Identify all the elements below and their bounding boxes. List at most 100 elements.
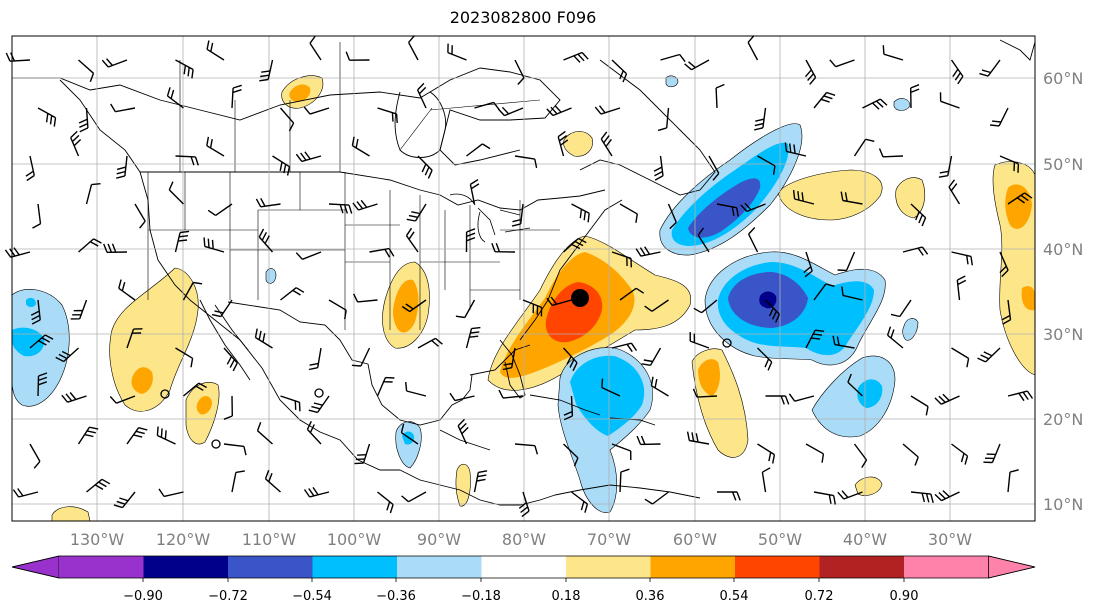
- wind-barb: [693, 299, 718, 314]
- wind-barb: [497, 106, 524, 117]
- us-mexico-border: [227, 301, 369, 365]
- wind-barb: [61, 392, 87, 403]
- lon-label: 50°W: [758, 530, 802, 549]
- wind-barb: [211, 299, 233, 318]
- colorbar-ticks: [142, 578, 905, 582]
- positive-anomaly-small2: [854, 476, 883, 496]
- calm-marker: [211, 439, 221, 449]
- wind-barb: [30, 299, 41, 325]
- wind-barb: [498, 389, 524, 399]
- wind-barb: [407, 35, 419, 61]
- wind-barb: [116, 155, 128, 179]
- map-panel: [4, 35, 1036, 522]
- negative-anomaly-pacific-mid: [12, 327, 45, 357]
- negative-anomaly-small4: [902, 318, 919, 341]
- wind-barb: [837, 490, 863, 500]
- wind-barb: [254, 328, 273, 349]
- positive-anomaly-eastedge-mid2: [1021, 286, 1035, 311]
- wind-barb: [514, 59, 525, 85]
- colorbar-segment: [819, 556, 905, 578]
- colorbar-segment: [59, 556, 144, 578]
- wind-barb: [805, 443, 825, 463]
- wind-barb: [401, 491, 427, 503]
- wind-barb: [910, 84, 920, 109]
- wind-barb: [611, 443, 632, 461]
- wind-barb: [272, 155, 291, 176]
- calm-markers: [160, 338, 732, 449]
- wind-barb: [977, 347, 1001, 363]
- wind-barb: [223, 395, 233, 420]
- wind-barb: [231, 470, 245, 493]
- lat-label: 30°N: [1043, 325, 1083, 344]
- wind-barb: [882, 45, 904, 61]
- negative-anomaly-tropical-atlantic: [811, 355, 896, 438]
- lon-label: 110°W: [242, 530, 297, 549]
- colorbar-tick-labels: −0.90 −0.72 −0.54 −0.36 −0.18 0.18 0.36 …: [123, 589, 918, 604]
- wind-barb: [832, 335, 855, 349]
- wind-barb: [788, 393, 815, 402]
- negative-anomaly-small2: [265, 268, 277, 284]
- wind-barb: [417, 155, 433, 179]
- wind-barb: [280, 287, 305, 301]
- wind-barb: [716, 203, 739, 217]
- wind-barb: [354, 443, 371, 465]
- colorbar-tick-label: 0.36: [636, 589, 665, 604]
- wind-barb: [813, 283, 835, 301]
- colorbar-frame: [11, 555, 1036, 579]
- wind-barb: [948, 179, 961, 205]
- lon-label: 40°W: [843, 530, 887, 549]
- wind-barb: [207, 203, 233, 216]
- wind-barb: [465, 228, 476, 253]
- wind-barb: [557, 130, 569, 157]
- colorbar-tick-label: −0.54: [292, 589, 332, 604]
- colorbar-segment: [397, 556, 482, 578]
- positive-anomaly-gulf-mid: [392, 279, 419, 333]
- wind-barb: [203, 237, 225, 253]
- wind-barb: [303, 106, 330, 115]
- wind-barb: [280, 395, 301, 412]
- wind-barb: [113, 491, 136, 509]
- wind-barb: [562, 347, 578, 372]
- wind-barb: [328, 203, 353, 214]
- wind-barb: [37, 107, 57, 127]
- wind-barb: [601, 378, 621, 397]
- wind-barb: [747, 227, 759, 253]
- wind-barb: [206, 136, 225, 157]
- wind-barb: [600, 131, 613, 157]
- wind-barb: [657, 107, 670, 132]
- wind-barb: [258, 228, 274, 253]
- wind-barb: [308, 347, 322, 371]
- wind-barb: [400, 423, 419, 445]
- wind-barb: [636, 435, 661, 446]
- wind-barb: [692, 388, 718, 398]
- gulf-coastline: [367, 344, 531, 426]
- wind-barb: [644, 491, 669, 505]
- negative-anomaly-pacific-mid2: [26, 297, 36, 307]
- wind-barb: [910, 491, 934, 503]
- wind-barb: [890, 299, 912, 318]
- wind-barb: [853, 443, 868, 468]
- wind-barb: [514, 443, 539, 455]
- wind-barb: [841, 286, 863, 301]
- lon-label: 120°W: [156, 530, 211, 549]
- wind-barb: [650, 376, 669, 397]
- wind-barb: [784, 142, 807, 157]
- colorbar: −0.90 −0.72 −0.54 −0.36 −0.18 0.18 0.36 …: [11, 555, 1036, 604]
- wind-barb: [792, 190, 815, 205]
- wind-barb: [641, 347, 662, 366]
- wind-barb: [231, 84, 242, 109]
- wind-barb: [837, 251, 856, 272]
- wind-barb: [78, 107, 89, 133]
- colorbar-extend-high: [988, 555, 1036, 579]
- wind-barb: [156, 426, 176, 445]
- wind-barb: [308, 395, 330, 414]
- wind-barb: [708, 155, 720, 181]
- wind-barb: [660, 53, 686, 63]
- wind-barb: [805, 329, 825, 349]
- wind-barb: [686, 431, 710, 445]
- wind-barb: [469, 179, 480, 205]
- wind-barb: [223, 347, 238, 372]
- wind-barb: [765, 395, 790, 405]
- colorbar-segment: [312, 556, 398, 578]
- wind-barb: [563, 395, 574, 421]
